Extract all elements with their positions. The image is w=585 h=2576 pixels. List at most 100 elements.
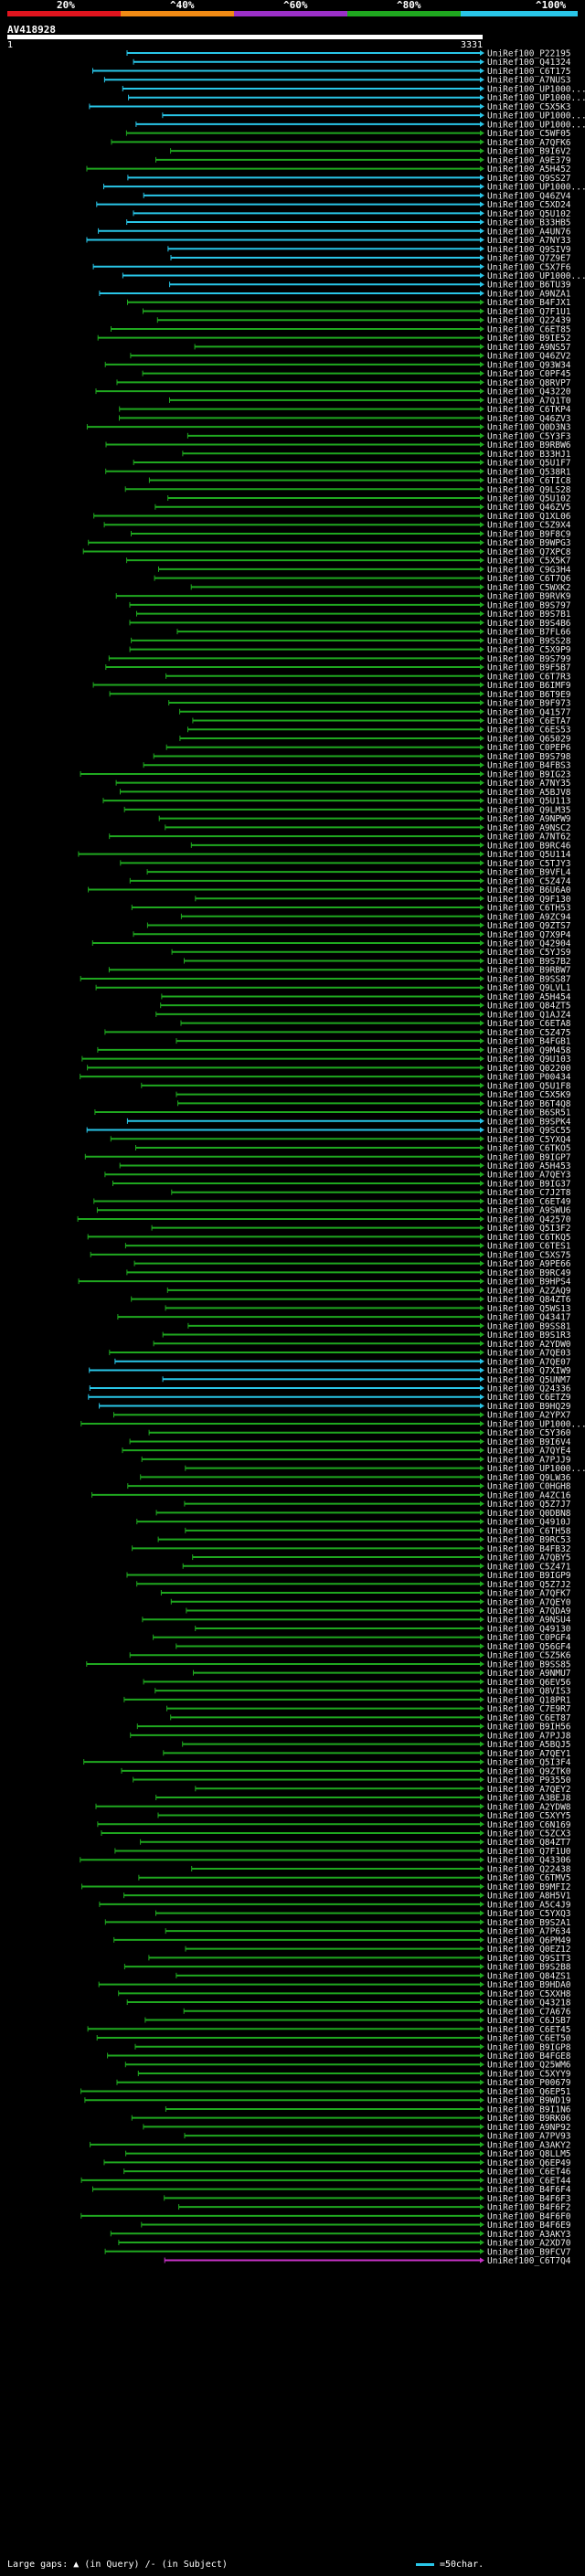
hit-row[interactable]: UniRef100_Q49130 — [195, 1624, 571, 1634]
hit-row[interactable]: UniRef100_A4UN76 — [98, 227, 571, 237]
hit-row[interactable]: UniRef100_B9S799 — [108, 654, 571, 664]
hit-row[interactable]: UniRef100_B4F6F3 — [164, 2194, 571, 2204]
hit-row[interactable]: UniRef100_Q5Z7J2 — [136, 1580, 571, 1590]
hit-label[interactable]: UniRef100_C5Y360 — [487, 1428, 571, 1438]
hit-label[interactable]: UniRef100_A7NT62 — [487, 832, 571, 843]
hit-row[interactable]: UniRef100_C5Z474 — [129, 876, 571, 886]
hit-label[interactable]: UniRef100_B9RC46 — [487, 841, 571, 851]
hit-row[interactable]: UniRef100_B9IG23 — [80, 769, 571, 779]
hit-label[interactable]: UniRef100_Q9SIT3 — [487, 1954, 571, 1964]
hit-label[interactable]: UniRef100_Q1XL06 — [487, 512, 571, 522]
hit-label[interactable]: UniRef100_B9IE52 — [487, 334, 571, 344]
hit-row[interactable]: UniRef100_C5X5K7 — [126, 557, 571, 567]
hit-row[interactable]: UniRef100_B9RK06 — [131, 2114, 571, 2124]
hit-label[interactable]: UniRef100_B9SS28 — [487, 636, 571, 646]
hit-row[interactable]: UniRef100_Q42570 — [77, 1214, 571, 1224]
hit-label[interactable]: UniRef100_C5XYY5 — [487, 1811, 571, 1821]
hit-row[interactable]: UniRef100_Q4910J — [136, 1518, 571, 1528]
hit-label[interactable]: UniRef100_Q6EV56 — [487, 1678, 571, 1688]
hit-label[interactable]: UniRef100_B9S7B2 — [487, 957, 571, 967]
hit-row[interactable]: UniRef100_B9SPK4 — [126, 1117, 571, 1127]
hit-label[interactable]: UniRef100_A3BEJ8 — [487, 1794, 571, 1804]
hit-row[interactable]: UniRef100_C5XYY9 — [137, 2069, 571, 2079]
hit-label[interactable]: UniRef100_A7PJJ8 — [487, 1731, 571, 1741]
hit-row[interactable]: UniRef100_A5BJV8 — [120, 788, 571, 798]
hit-label[interactable]: UniRef100_C6T175 — [487, 67, 571, 77]
hit-label[interactable]: UniRef100_Q5U102 — [487, 209, 571, 219]
hit-label[interactable]: UniRef100_A9NPW9 — [487, 814, 571, 824]
hit-row[interactable]: UniRef100_B9IE52 — [97, 334, 571, 344]
hit-label[interactable]: UniRef100_A7QYE4 — [487, 1447, 571, 1457]
hit-row[interactable]: UniRef100_Q7F1U0 — [114, 1847, 571, 1857]
hit-row[interactable]: UniRef100_C6ET87 — [170, 1713, 571, 1723]
hit-label[interactable]: UniRef100_Q46ZV5 — [487, 503, 571, 513]
hit-row[interactable]: UniRef100_C5Z475 — [104, 1028, 571, 1038]
hit-label[interactable]: UniRef100_B33HJ1 — [487, 450, 571, 460]
hit-label[interactable]: UniRef100_C6JSB7 — [487, 2016, 571, 2026]
hit-label[interactable]: UniRef100_UP1000... — [487, 111, 585, 122]
hit-row[interactable]: UniRef100_UP1000... — [185, 1464, 585, 1474]
hit-label[interactable]: UniRef100_Q9LS28 — [487, 485, 571, 495]
hit-row[interactable]: UniRef100_C5Y3F3 — [186, 431, 571, 441]
hit-row[interactable]: UniRef100_B9S2B8 — [123, 1963, 571, 1973]
hit-label[interactable]: UniRef100_B4FGE8 — [487, 2051, 571, 2062]
hit-label[interactable]: UniRef100_A2YDW0 — [487, 1340, 571, 1350]
hit-row[interactable]: UniRef100_C6T175 — [92, 67, 571, 77]
hit-row[interactable]: UniRef100_Q9LM35 — [123, 805, 571, 815]
hit-row[interactable]: UniRef100_Q9F130 — [195, 895, 571, 905]
hit-label[interactable]: UniRef100_C6T7Q6 — [487, 574, 571, 584]
hit-row[interactable]: UniRef100_P93550 — [133, 1776, 571, 1786]
hit-label[interactable]: UniRef100_C6ET87 — [487, 1713, 571, 1723]
hit-row[interactable]: UniRef100_C6ETA8 — [180, 1019, 571, 1029]
hit-row[interactable]: UniRef100_C6ET44 — [80, 2176, 571, 2186]
hit-label[interactable]: UniRef100_B9IGP9 — [487, 1571, 571, 1581]
hit-label[interactable]: UniRef100_Q5I3F2 — [487, 1224, 571, 1234]
hit-row[interactable]: UniRef100_B9MFI2 — [81, 1882, 571, 1892]
hit-row[interactable]: UniRef100_Q25WM6 — [124, 2061, 571, 2071]
hit-label[interactable]: UniRef100_C6ETA8 — [487, 1019, 571, 1029]
hit-label[interactable]: UniRef100_A7P634 — [487, 1927, 571, 1937]
hit-row[interactable]: UniRef100_A9NS57 — [194, 343, 571, 353]
hit-label[interactable]: UniRef100_A7QEY1 — [487, 1749, 571, 1759]
hit-label[interactable]: UniRef100_Q84ZS1 — [487, 1971, 571, 1981]
hit-label[interactable]: UniRef100_C5YXQ3 — [487, 1909, 571, 1919]
hit-row[interactable]: UniRef100_Q8VIS3 — [154, 1687, 571, 1697]
hit-row[interactable]: UniRef100_Q9LS28 — [124, 485, 571, 495]
hit-row[interactable]: UniRef100_C7J2T8 — [171, 1188, 571, 1198]
hit-label[interactable]: UniRef100_Q49130 — [487, 1624, 571, 1634]
hit-label[interactable]: UniRef100_B9IGP7 — [487, 1152, 571, 1162]
hit-row[interactable]: UniRef100_Q84ZT5 — [160, 1002, 571, 1012]
hit-label[interactable]: UniRef100_B6IMF9 — [487, 681, 571, 691]
hit-label[interactable]: UniRef100_C6ET85 — [487, 324, 571, 334]
hit-label[interactable]: UniRef100_C6TKP4 — [487, 405, 571, 415]
hit-label[interactable]: UniRef100_A4ZC16 — [487, 1490, 571, 1500]
hit-row[interactable]: UniRef100_Q1XL06 — [93, 512, 571, 522]
hit-label[interactable]: UniRef100_A7QEY3 — [487, 1171, 571, 1181]
hit-row[interactable]: UniRef100_B9SS85 — [86, 1659, 571, 1670]
hit-row[interactable]: UniRef100_C6TIC8 — [148, 476, 571, 486]
hit-label[interactable]: UniRef100_C6ET44 — [487, 2176, 571, 2186]
hit-row[interactable]: UniRef100_Q5U113 — [102, 797, 571, 807]
hit-row[interactable]: UniRef100_Q43220 — [95, 387, 571, 398]
hit-label[interactable]: UniRef100_B6SR51 — [487, 1108, 571, 1118]
hit-label[interactable]: UniRef100_Q84ZT5 — [487, 1002, 571, 1012]
hit-row[interactable]: UniRef100_B9S798 — [153, 752, 571, 762]
hit-label[interactable]: UniRef100_Q43220 — [487, 387, 571, 398]
hit-label[interactable]: UniRef100_A5H454 — [487, 992, 571, 1002]
hit-label[interactable]: UniRef100_B9RK06 — [487, 2114, 571, 2124]
hit-row[interactable]: UniRef100_Q5U102 — [133, 209, 571, 219]
hit-row[interactable]: UniRef100_A9NZA1 — [99, 289, 571, 299]
hit-row[interactable]: UniRef100_Q9U103 — [81, 1055, 571, 1065]
hit-row[interactable]: UniRef100_Q93W34 — [104, 360, 571, 370]
hit-label[interactable]: UniRef100_A7QBY5 — [487, 1553, 571, 1564]
hit-row[interactable]: UniRef100_Q5WS13 — [165, 1304, 571, 1314]
hit-label[interactable]: UniRef100_C6TMV5 — [487, 1873, 571, 1883]
hit-row[interactable]: UniRef100_B9SS28 — [131, 636, 571, 646]
hit-row[interactable]: UniRef100_A7QEY1 — [163, 1749, 571, 1759]
hit-label[interactable]: UniRef100_Q9SS27 — [487, 174, 571, 184]
hit-row[interactable]: UniRef100_A4ZC16 — [91, 1490, 571, 1500]
hit-row[interactable]: UniRef100_C6ET46 — [123, 2168, 571, 2178]
hit-label[interactable]: UniRef100_A9SWU6 — [487, 1206, 571, 1216]
hit-label[interactable]: UniRef100_Q5U113 — [487, 797, 571, 807]
hit-label[interactable]: UniRef100_Q7Z9E7 — [487, 254, 571, 264]
